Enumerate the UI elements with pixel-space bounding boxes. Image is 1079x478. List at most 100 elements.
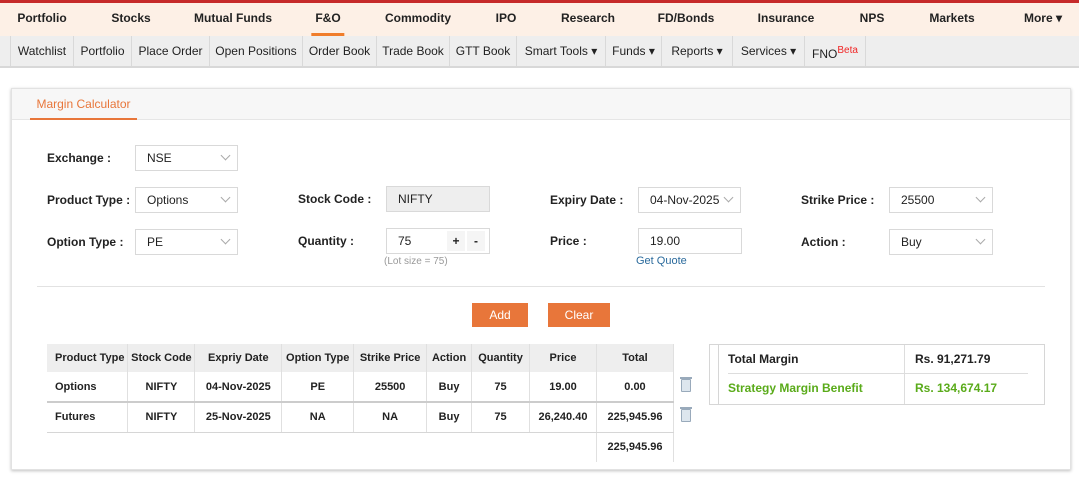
nav-fd-bonds[interactable]: FD/Bonds: [657, 11, 715, 25]
option-type-value: PE: [147, 235, 164, 249]
subnav-order-book[interactable]: Order Book: [303, 36, 377, 66]
strike-price-select[interactable]: 25500: [889, 187, 993, 213]
top-accent-line: [0, 0, 1079, 3]
option-type-label: Option Type :: [47, 235, 124, 249]
exchange-value: NSE: [147, 151, 172, 165]
expiry-date-select[interactable]: 04-Nov-2025: [638, 187, 741, 213]
cell: 04-Nov-2025: [194, 372, 283, 403]
cell: NIFTY: [127, 372, 196, 403]
chevron-down-icon: [975, 192, 986, 203]
cell: 25500: [353, 372, 428, 403]
cell: PE: [281, 372, 355, 403]
cell: NIFTY: [127, 402, 196, 433]
stock-code-label: Stock Code :: [298, 192, 372, 206]
subnav-funds[interactable]: Funds ▾: [606, 36, 662, 66]
summary-row-divider: [728, 373, 1028, 374]
card-header: Margin Calculator: [12, 89, 1070, 120]
header-quantity: Quantity: [471, 344, 531, 372]
increment-button[interactable]: +: [447, 231, 465, 251]
grand-total: 225,945.96: [595, 432, 675, 462]
sub-nav: Watchlist Portfolio Place Order Open Pos…: [0, 36, 1079, 68]
expiry-date-value: 04-Nov-2025: [650, 193, 720, 207]
action-value: Buy: [901, 235, 922, 249]
divider: [37, 286, 1045, 287]
nav-portfolio[interactable]: Portfolio: [17, 11, 67, 25]
action-select[interactable]: Buy: [889, 229, 993, 255]
cell: 25-Nov-2025: [194, 402, 283, 433]
header-stock-code: Stock Code: [127, 344, 196, 372]
chevron-down-icon: [220, 234, 231, 245]
cell: Options: [47, 372, 129, 403]
beta-badge: Beta: [837, 45, 858, 56]
stock-code-input[interactable]: NIFTY: [386, 186, 490, 212]
exchange-label: Exchange :: [47, 151, 112, 165]
subnav-services[interactable]: Services ▾: [733, 36, 805, 66]
product-type-label: Product Type :: [47, 193, 131, 207]
cell: 19.00: [529, 372, 597, 403]
subnav-smart-tools[interactable]: Smart Tools ▾: [517, 36, 606, 66]
cell: 225,945.96: [596, 402, 675, 433]
lot-size-hint: (Lot size = 75): [384, 256, 448, 267]
exchange-select[interactable]: NSE: [135, 145, 238, 171]
tab-margin-calculator[interactable]: Margin Calculator: [30, 89, 137, 120]
grand-total-row: 225,945.96: [47, 432, 675, 462]
subnav-watchlist[interactable]: Watchlist: [10, 36, 74, 66]
quantity-stepper[interactable]: 75 + -: [386, 228, 490, 254]
subnav-open-positions[interactable]: Open Positions: [210, 36, 303, 66]
nav-commodity[interactable]: Commodity: [385, 11, 451, 25]
nav-ipo[interactable]: IPO: [495, 11, 517, 25]
chevron-down-icon: [975, 234, 986, 245]
nav-insurance[interactable]: Insurance: [757, 11, 815, 25]
cell: 26,240.40: [529, 402, 597, 433]
total-margin-value: Rs. 91,271.79: [915, 352, 991, 366]
nav-more[interactable]: More ▾: [1023, 11, 1063, 25]
fno-label: FNO: [812, 47, 838, 61]
header-expiry-date: Expriy Date: [194, 344, 283, 372]
subnav-trade-book[interactable]: Trade Book: [377, 36, 450, 66]
subnav-reports[interactable]: Reports ▾: [662, 36, 733, 66]
nav-nps[interactable]: NPS: [859, 11, 885, 25]
option-type-select[interactable]: PE: [135, 229, 238, 255]
nav-fno[interactable]: F&O: [311, 3, 346, 36]
subnav-gtt-book[interactable]: GTT Book: [450, 36, 517, 66]
add-button[interactable]: Add: [472, 303, 528, 327]
cell: NA: [281, 402, 355, 433]
trash-icon[interactable]: [680, 377, 692, 392]
get-quote-link[interactable]: Get Quote: [636, 255, 687, 267]
chevron-down-icon: [220, 192, 231, 203]
decrement-button[interactable]: -: [467, 231, 485, 251]
product-type-select[interactable]: Options: [135, 187, 238, 213]
nav-mutual-funds[interactable]: Mutual Funds: [194, 11, 272, 25]
margin-calculator-card: Margin Calculator: [11, 88, 1071, 470]
subnav-portfolio[interactable]: Portfolio: [74, 36, 132, 66]
strike-price-value: 25500: [901, 193, 935, 207]
table-row: Futures NIFTY 25-Nov-2025 NA NA Buy 75 2…: [47, 402, 675, 433]
subnav-place-order[interactable]: Place Order: [132, 36, 210, 66]
clear-button[interactable]: Clear: [548, 303, 610, 327]
subnav-fno[interactable]: FNOBeta: [805, 36, 866, 66]
product-type-value: Options: [147, 193, 189, 207]
total-margin-label: Total Margin: [728, 352, 799, 366]
nav-markets[interactable]: Markets: [929, 11, 975, 25]
strike-price-label: Strike Price :: [801, 193, 875, 207]
main-nav: Portfolio Stocks Mutual Funds F&O Commod…: [0, 3, 1079, 36]
cell: Buy: [426, 402, 473, 433]
table-row: Options NIFTY 04-Nov-2025 PE 25500 Buy 7…: [47, 372, 675, 403]
nav-research[interactable]: Research: [560, 11, 616, 25]
cell: NA: [353, 402, 428, 433]
price-input[interactable]: 19.00: [638, 228, 742, 254]
summary-divider: [718, 345, 719, 404]
strategy-benefit-label: Strategy Margin Benefit: [728, 381, 863, 395]
summary-col-divider: [904, 345, 905, 404]
price-label: Price :: [550, 234, 587, 248]
cell: 75: [471, 402, 531, 433]
action-label: Action :: [801, 235, 846, 249]
header-price: Price: [529, 344, 597, 372]
expiry-date-label: Expiry Date :: [550, 193, 624, 207]
trash-icon[interactable]: [680, 407, 692, 422]
header-option-type: Option Type: [281, 344, 355, 372]
cell: 0.00: [596, 372, 675, 403]
strategy-benefit-value: Rs. 134,674.17: [915, 381, 998, 395]
margin-summary: Total Margin Rs. 91,271.79 Strategy Marg…: [709, 344, 1045, 405]
nav-stocks[interactable]: Stocks: [111, 11, 151, 25]
